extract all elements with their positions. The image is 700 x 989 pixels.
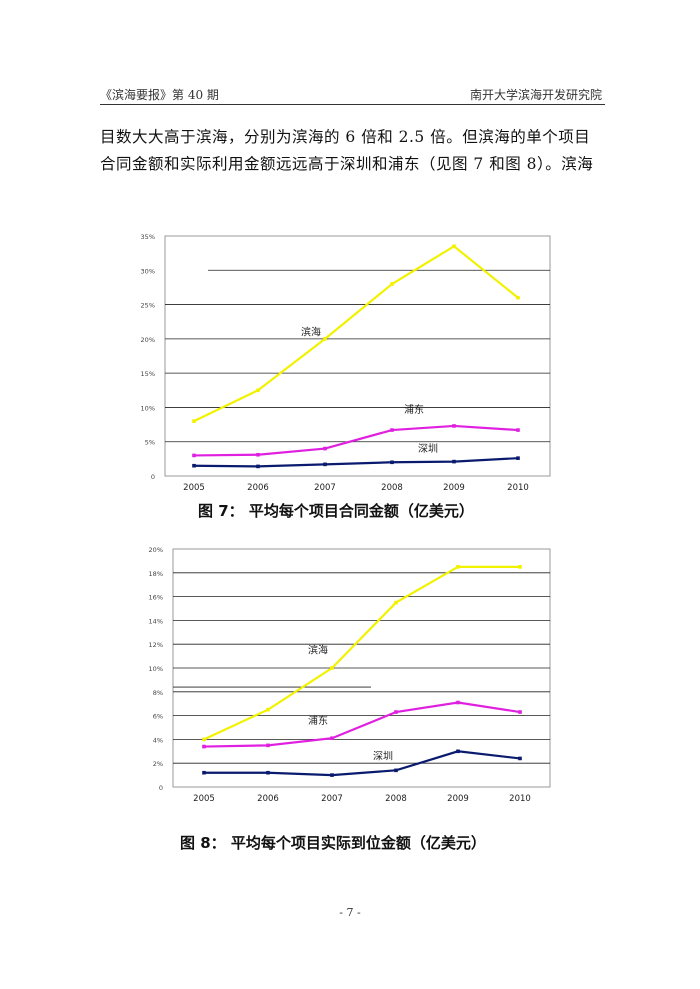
data-point [256,452,260,457]
x-tick-label: 2008 [385,794,407,804]
y-tick-label: 0 [151,473,155,481]
series-label: 浦东 [308,714,328,727]
series-line [203,701,521,748]
chart-actual-amount: 0 2% 4% 6% 8% 10% 12% 14% 16% 18% 20% 2005 2006 2007 2… [149,546,551,804]
plot-frame [164,235,551,477]
series-line [203,565,520,741]
chart-contract-amount: 0 5% 10% 15% 20% 25% 30% 35% 2005 2006 2007 2008 200… [141,233,551,493]
series-line [193,424,519,457]
x-tick-label: 2007 [321,794,343,804]
data-point [330,666,334,670]
data-point [192,463,196,468]
data-point [266,743,270,748]
y-tick-label: 20% [149,546,163,554]
data-point [330,736,334,741]
data-point [323,462,327,467]
series-label: 滨海 [308,644,328,657]
x-tick-label: 2010 [507,483,529,493]
x-tick-label: 2010 [509,794,531,804]
y-tick-label: 4% [153,736,163,744]
y-tick-label: 14% [149,617,163,625]
data-point [518,565,522,569]
data-point [202,770,206,775]
data-point [256,464,260,469]
y-tick-label: 8% [153,689,163,697]
y-tick-label: 6% [153,713,163,721]
data-point [323,337,327,341]
header-institute-name: 南开大学滨海开发研究院 [469,88,602,102]
data-point [394,600,398,605]
body-paragraph-line-1: 目数大大高于滨海，分别为滨海的 6 倍和 2.5 倍。但滨海的单个项目 [100,128,591,146]
data-point [330,773,334,777]
header-divider [100,104,605,105]
y-tick-label: 20% [141,336,155,344]
data-point [456,565,460,569]
y-tick-label: 10% [141,404,155,412]
series-label: 滨海 [301,325,321,338]
x-tick-label: 2005 [193,794,215,804]
y-tick-label: 18% [149,570,163,578]
data-point [452,424,456,428]
header-journal-title: 《滨海要报》第 40 期 [100,88,219,102]
data-point [516,295,520,300]
data-point [202,744,206,749]
figure-7-caption: 图 7： 平均每个项目合同金额（亿美元） [198,502,474,520]
series-line [204,750,521,777]
y-tick-label: 10% [149,665,163,673]
series-line [193,244,519,423]
y-tick-label: 0 [159,784,163,792]
x-tick-label: 2009 [443,483,465,493]
y-tick-label: 35% [141,233,155,241]
data-point [452,244,456,249]
data-point [516,456,520,460]
data-point [518,710,522,714]
data-point [394,768,398,773]
figure-8-caption: 图 8： 平均每个项目实际到位金额（亿美元） [180,834,486,852]
data-point [192,419,196,423]
y-tick-label: 16% [149,594,163,602]
body-paragraph-line-2: 合同金额和实际利用金额远远高于深圳和浦东（见图 7 和图 8）。滨海 [100,155,594,173]
y-tick-label: 25% [141,302,155,310]
data-point [394,710,398,714]
series-label: 深圳 [418,443,438,455]
x-tick-label: 2007 [314,483,336,493]
x-tick-label: 2008 [381,483,403,493]
data-point [516,428,520,432]
series-label: 深圳 [373,751,393,763]
page-number: - 7 - [339,906,361,919]
y-tick-label: 5% [145,439,155,447]
data-point [266,707,270,712]
x-tick-label: 2006 [247,483,269,493]
series-line [193,457,519,468]
data-point [323,446,327,451]
series-label: 浦东 [404,403,424,416]
data-point [390,282,394,286]
data-point [456,700,460,705]
y-tick-label: 2% [153,760,163,768]
data-point [256,388,260,393]
data-point [518,756,522,761]
y-tick-label: 15% [141,370,155,378]
data-point [456,749,460,754]
x-tick-label: 2005 [183,483,205,493]
data-point [266,770,270,775]
data-point [202,737,206,742]
data-point [390,460,394,465]
data-point [452,459,456,464]
x-tick-label: 2009 [447,794,469,804]
data-point [390,428,394,432]
data-point [192,453,196,458]
y-tick-label: 30% [141,267,155,275]
x-tick-label: 2006 [257,794,279,804]
y-tick-label: 12% [149,641,163,649]
